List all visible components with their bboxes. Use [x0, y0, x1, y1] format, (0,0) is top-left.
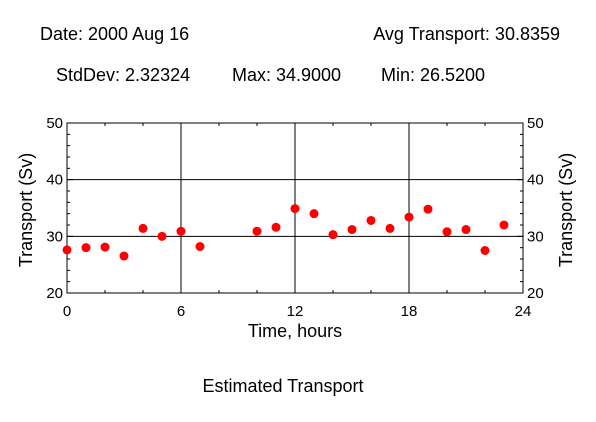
y-tick-label-right: 20: [527, 285, 544, 302]
y-tick-label-right: 50: [527, 115, 544, 132]
data-point: [62, 245, 72, 255]
x-tick-label: 24: [515, 303, 532, 320]
date-label: Date: 2000 Aug 16: [40, 24, 190, 44]
x-tick-label: 6: [177, 303, 185, 320]
data-point: [347, 225, 357, 235]
data-point: [252, 226, 262, 236]
y-tick-label-right: 30: [527, 228, 544, 245]
y-tick-label-left: 30: [46, 228, 63, 245]
x-tick-label: 0: [63, 303, 71, 320]
y-tick-label-right: 40: [527, 172, 544, 189]
data-point: [100, 242, 110, 252]
data-point: [138, 223, 148, 233]
max-label: Max: 34.9000: [232, 65, 342, 85]
stddev-label: StdDev: 2.32324: [56, 65, 191, 85]
data-points: [62, 204, 509, 261]
data-point: [366, 215, 376, 225]
data-point: [290, 204, 300, 214]
data-point: [271, 222, 281, 232]
x-axis-label: Time, hours: [248, 321, 342, 341]
x-tick-label: 18: [401, 303, 418, 320]
y-tick-label-left: 40: [46, 172, 63, 189]
data-point: [385, 223, 395, 233]
y-axis-label-left: Transport (Sv): [16, 153, 36, 267]
data-point: [81, 243, 91, 253]
data-point: [176, 226, 186, 236]
min-label: Min: 26.5200: [381, 65, 486, 85]
avg-transport-label: Avg Transport: 30.8359: [373, 24, 560, 44]
y-tick-label-left: 20: [46, 285, 63, 302]
data-point: [461, 225, 471, 235]
data-point: [119, 251, 129, 261]
y-tick-label-left: 50: [46, 115, 63, 132]
data-point: [499, 220, 509, 230]
data-point: [404, 212, 414, 222]
chart-caption: Estimated Transport: [202, 376, 364, 396]
data-point: [442, 227, 452, 237]
data-point: [157, 231, 167, 241]
data-point: [423, 204, 433, 214]
x-tick-label: 12: [287, 303, 304, 320]
y-axis-label-right: Transport (Sv): [556, 153, 576, 267]
data-point: [480, 246, 490, 255]
data-point: [195, 242, 205, 252]
data-point: [309, 209, 319, 219]
data-point: [328, 230, 338, 240]
